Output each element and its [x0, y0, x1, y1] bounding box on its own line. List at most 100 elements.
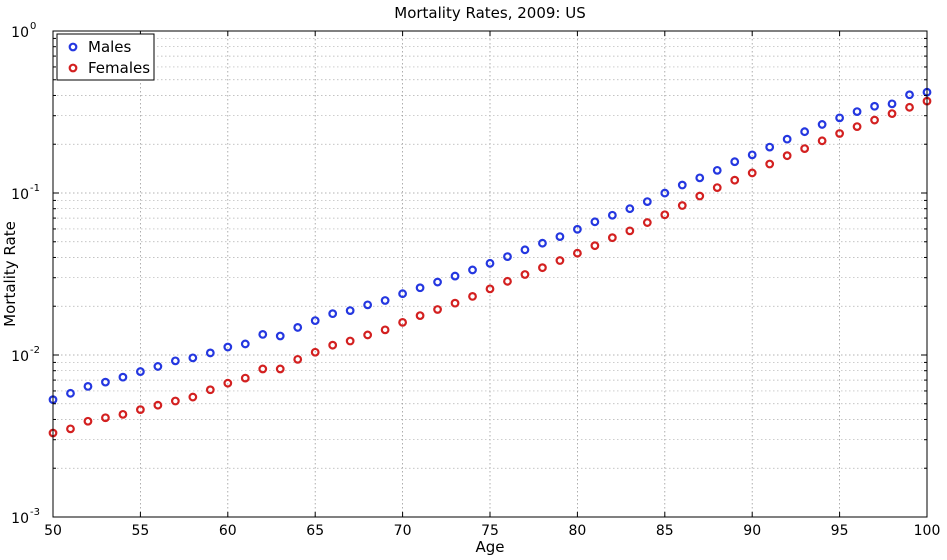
females-data-point	[607, 233, 617, 243]
y-tick-exponent: 0	[30, 21, 36, 32]
males-data-point	[712, 165, 722, 175]
females-data-point	[852, 122, 862, 131]
x-tick-label: 90	[743, 523, 761, 539]
males-data-point	[83, 382, 93, 391]
legend-marker-females	[68, 63, 78, 73]
females-data-point	[555, 256, 565, 265]
males-data-point	[800, 127, 810, 137]
x-tick-label: 85	[656, 523, 674, 539]
y-tick-exponent: -2	[30, 345, 40, 356]
males-data-point	[590, 217, 600, 227]
females-data-point	[503, 276, 512, 286]
females-data-point	[275, 364, 285, 374]
males-data-point	[433, 277, 442, 287]
males-data-point	[747, 150, 757, 160]
x-tick-label: 65	[306, 523, 324, 539]
x-tick-label: 70	[394, 523, 412, 539]
males-data-point	[538, 238, 547, 248]
males-data-point	[765, 142, 775, 152]
females-data-point	[66, 424, 75, 434]
x-axis-label: Age	[475, 538, 504, 556]
females-data-point	[835, 129, 844, 138]
females-data-point	[800, 144, 810, 153]
males-data-point	[625, 204, 635, 214]
females-data-point	[328, 340, 338, 350]
females-data-point	[782, 151, 792, 161]
females-data-point	[153, 400, 163, 410]
females-data-point	[765, 159, 775, 169]
x-tick-label: 75	[481, 523, 499, 539]
males-data-point	[905, 90, 914, 100]
females-data-point	[538, 263, 547, 273]
x-tick-label: 55	[131, 523, 149, 539]
females-data-point	[468, 292, 477, 301]
males-data-point	[782, 134, 792, 144]
males-data-point	[730, 157, 740, 167]
y-tick-label: 10	[11, 187, 29, 203]
females-data-point	[433, 305, 442, 314]
females-data-point	[380, 325, 390, 335]
females-data-point	[310, 347, 320, 357]
chart-title: Mortality Rates, 2009: US	[394, 4, 585, 22]
y-tick-label: 10	[11, 349, 29, 365]
y-axis-label: Mortality Rate	[1, 221, 19, 327]
legend: Males Females	[56, 33, 155, 81]
females-data-point	[905, 102, 914, 112]
males-data-point	[870, 101, 879, 111]
males-data-point	[101, 377, 110, 387]
males-data-point	[450, 271, 460, 281]
females-data-point	[223, 378, 233, 388]
males-data-point	[275, 331, 285, 341]
males-data-point	[415, 283, 425, 293]
y-tick-exponent: -3	[30, 507, 40, 518]
males-data-point	[170, 356, 180, 366]
females-data-point	[135, 405, 145, 415]
males-data-point	[660, 188, 670, 198]
males-data-point	[835, 113, 844, 123]
males-data-point	[503, 252, 512, 261]
females-data-point	[170, 396, 180, 406]
males-data-point	[468, 265, 477, 275]
males-data-point	[363, 300, 373, 310]
females-data-point	[520, 270, 530, 279]
males-data-point	[485, 258, 495, 268]
females-data-point	[83, 416, 93, 426]
males-data-point	[695, 173, 705, 183]
males-data-point	[555, 232, 565, 242]
males-data-point	[310, 316, 320, 326]
females-data-point	[573, 248, 582, 258]
males-data-point	[328, 309, 338, 319]
ticks-layer	[52, 30, 928, 518]
males-data-point	[258, 330, 268, 339]
females-data-point	[660, 210, 670, 220]
females-data-point	[258, 364, 268, 374]
males-data-point	[188, 353, 198, 363]
females-data-point	[677, 201, 687, 210]
males-data-point	[642, 197, 652, 207]
males-data-point	[153, 362, 163, 371]
grid-layer	[53, 31, 927, 517]
y-tick-label: 10	[11, 511, 29, 527]
y-tick-label: 10	[11, 25, 29, 41]
males-data-point	[398, 289, 408, 299]
x-tick-label: 50	[44, 523, 62, 539]
females-data-point	[730, 175, 740, 185]
y-tick-exponent: -1	[30, 183, 40, 194]
x-tick-label: 80	[568, 523, 586, 539]
females-data-point	[450, 298, 460, 308]
males-data-point	[852, 107, 862, 117]
males-data-point	[223, 342, 233, 352]
legend-marker-males	[68, 42, 78, 52]
males-data-point	[887, 99, 897, 109]
males-data-point	[205, 348, 215, 358]
females-data-point	[398, 317, 408, 327]
x-tick-labels: 50 55 60 65 70 75 80 85 90 95 100	[44, 523, 940, 539]
males-data-point	[345, 306, 355, 315]
females-data-point	[712, 183, 722, 192]
x-tick-label: 95	[831, 523, 849, 539]
x-tick-label: 60	[219, 523, 237, 539]
females-data-point	[887, 109, 897, 119]
